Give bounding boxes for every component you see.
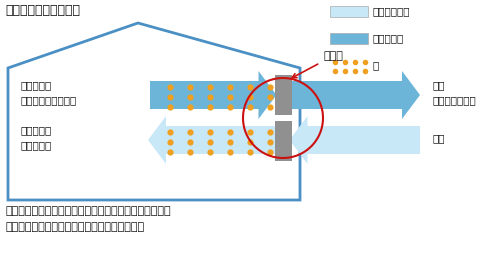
- Text: キレイな空気: キレイな空気: [372, 6, 410, 17]
- Text: 暖められた
新鮮な空気: 暖められた 新鮮な空気: [20, 126, 51, 150]
- Bar: [274, 121, 292, 161]
- Polygon shape: [292, 71, 420, 119]
- Text: 排気: 排気: [432, 133, 444, 143]
- Text: 冬の熱交換イメージ図: 冬の熱交換イメージ図: [5, 4, 80, 17]
- Text: 熱を逃がさずにキレイな空気環境を保ちます。: 熱を逃がさずにキレイな空気環境を保ちます。: [5, 222, 144, 232]
- Polygon shape: [290, 116, 420, 164]
- Polygon shape: [148, 116, 276, 164]
- Bar: [274, 75, 292, 115]
- Bar: [330, 6, 368, 17]
- Text: 排気と共に
逃げる熱エネルギー: 排気と共に 逃げる熱エネルギー: [20, 80, 76, 106]
- Text: 給気と排気の熱を交換することで、冷暖房の効率を高め: 給気と排気の熱を交換することで、冷暖房の効率を高め: [5, 206, 171, 216]
- Text: 熱交換: 熱交換: [292, 51, 343, 78]
- Text: 汚れた空気: 汚れた空気: [372, 34, 403, 44]
- Text: 給気
（新鮮な空気）: 給気 （新鮮な空気）: [432, 80, 476, 106]
- Text: 熱: 熱: [372, 60, 378, 70]
- Polygon shape: [150, 71, 276, 119]
- Bar: [330, 33, 368, 44]
